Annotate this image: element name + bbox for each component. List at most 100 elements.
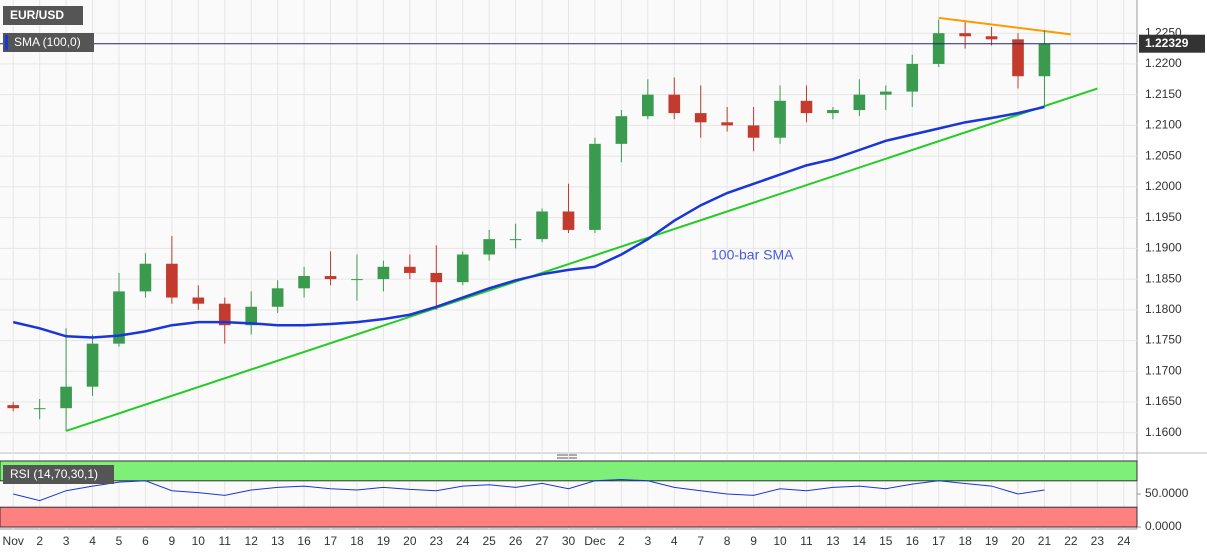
x-tick-label: 9	[750, 534, 757, 548]
x-tick-label: 21	[1038, 534, 1052, 548]
x-tick-label: 16	[906, 534, 920, 548]
x-tick-label: 15	[879, 534, 893, 548]
legend-label: SMA (100,0)	[14, 35, 81, 49]
x-tick-label: 19	[985, 534, 999, 548]
symbol-box	[3, 6, 83, 25]
candle-body	[959, 33, 971, 37]
candle-body	[906, 63, 919, 92]
x-tick-label: 20	[403, 534, 417, 548]
x-tick-label: 4	[671, 534, 678, 548]
x-tick-label: Dec	[584, 534, 605, 548]
candle-body	[377, 266, 390, 280]
oversold-band	[0, 506, 1138, 528]
candle-body	[615, 116, 628, 144]
x-tick-label: 17	[932, 534, 946, 548]
y-tick-label: 50.0000	[1145, 486, 1189, 500]
candle-body	[1012, 39, 1024, 77]
annotation: 100-bar SMA	[711, 247, 794, 263]
x-tick-label: 24	[1117, 534, 1131, 548]
candle-body	[33, 408, 46, 410]
candle-body	[668, 94, 681, 114]
candle-body	[404, 266, 416, 273]
candle-body	[562, 211, 575, 230]
rsi-label-box	[3, 465, 114, 484]
x-tick-label: 11	[800, 534, 813, 548]
candle-body	[60, 386, 72, 409]
y-tick-label: 1.1700	[1145, 363, 1182, 377]
candle-body	[774, 100, 786, 138]
y-tick-label: 1.1950	[1145, 210, 1182, 224]
rsi-line	[13, 478, 1045, 502]
resize-handle[interactable]	[557, 454, 577, 459]
candle-body	[879, 91, 892, 95]
x-tick-label: 18	[958, 534, 972, 548]
x-tick-label: 26	[509, 534, 523, 548]
candle-body	[483, 239, 495, 255]
x-tick-label: 5	[116, 534, 123, 548]
x-tick-label: 14	[853, 534, 867, 548]
candle-body	[853, 94, 866, 111]
x-tick-label: 19	[377, 534, 391, 548]
candle-body	[694, 113, 707, 123]
x-tick-label: 9	[169, 534, 176, 548]
x-tick-label: 8	[724, 534, 731, 548]
y-tick-label: 1.1650	[1145, 394, 1182, 408]
x-tick-label: 11	[219, 534, 232, 548]
x-tick-label: 18	[350, 534, 364, 548]
candle-body	[1038, 43, 1051, 77]
y-tick-label: 1.1900	[1145, 241, 1182, 255]
x-tick-label: 30	[562, 534, 576, 548]
symbol-label: EUR/USD	[10, 8, 64, 22]
rsi-title: RSI (14,70,30,1)	[10, 467, 98, 481]
y-tick-label: 1.2200	[1145, 56, 1182, 70]
y-tick-label: 1.1850	[1145, 271, 1182, 285]
candle-body	[430, 272, 443, 283]
trend-line	[65, 87, 1098, 432]
x-tick-label: 3	[63, 534, 70, 548]
x-tick-label: 23	[430, 534, 444, 548]
x-tick-label: 16	[297, 534, 311, 548]
last-price-label: 1.22329	[1145, 36, 1189, 50]
x-tick-label: 2	[618, 534, 625, 548]
x-tick-label: 10	[773, 534, 787, 548]
candle-body	[827, 110, 839, 114]
candle-body	[86, 343, 99, 387]
x-tick-label: 6	[142, 534, 149, 548]
x-tick-label: 10	[192, 534, 206, 548]
x-tick-label: 4	[89, 534, 96, 548]
x-tick-label: 13	[826, 534, 840, 548]
candle-body	[985, 36, 998, 40]
x-tick-label: 23	[1091, 534, 1105, 548]
x-tick-label: 2	[36, 534, 43, 548]
x-tick-label: 25	[482, 534, 496, 548]
candle-body	[456, 254, 469, 283]
x-tick-label: 20	[1011, 534, 1025, 548]
x-tick-label: 22	[1064, 534, 1078, 548]
x-tick-label: 27	[535, 534, 549, 548]
y-tick-label: 1.2000	[1145, 179, 1182, 193]
candle-body	[245, 306, 258, 326]
x-tick-label: 12	[245, 534, 259, 548]
candle-body	[192, 297, 205, 304]
y-tick-label: 0.0000	[1145, 519, 1182, 533]
y-tick-label: 1.2150	[1145, 87, 1182, 101]
last-price-box	[1139, 34, 1205, 53]
y-tick-label: 1.1600	[1145, 425, 1182, 439]
y-tick-label: 1.1750	[1145, 333, 1182, 347]
candle-body	[218, 303, 231, 326]
candle-body	[932, 33, 945, 64]
candle-body	[509, 239, 522, 241]
candle-body	[589, 143, 601, 230]
overbought-band	[0, 460, 1138, 482]
x-tick-label: 3	[644, 534, 651, 548]
candle-body	[800, 100, 813, 114]
y-tick-label: 1.2100	[1145, 118, 1182, 132]
sma-legend-swatch	[5, 35, 8, 50]
candle-body	[536, 211, 548, 240]
x-tick-label: 13	[271, 534, 285, 548]
candle-body	[721, 122, 733, 126]
sma-legend-box	[3, 33, 94, 52]
